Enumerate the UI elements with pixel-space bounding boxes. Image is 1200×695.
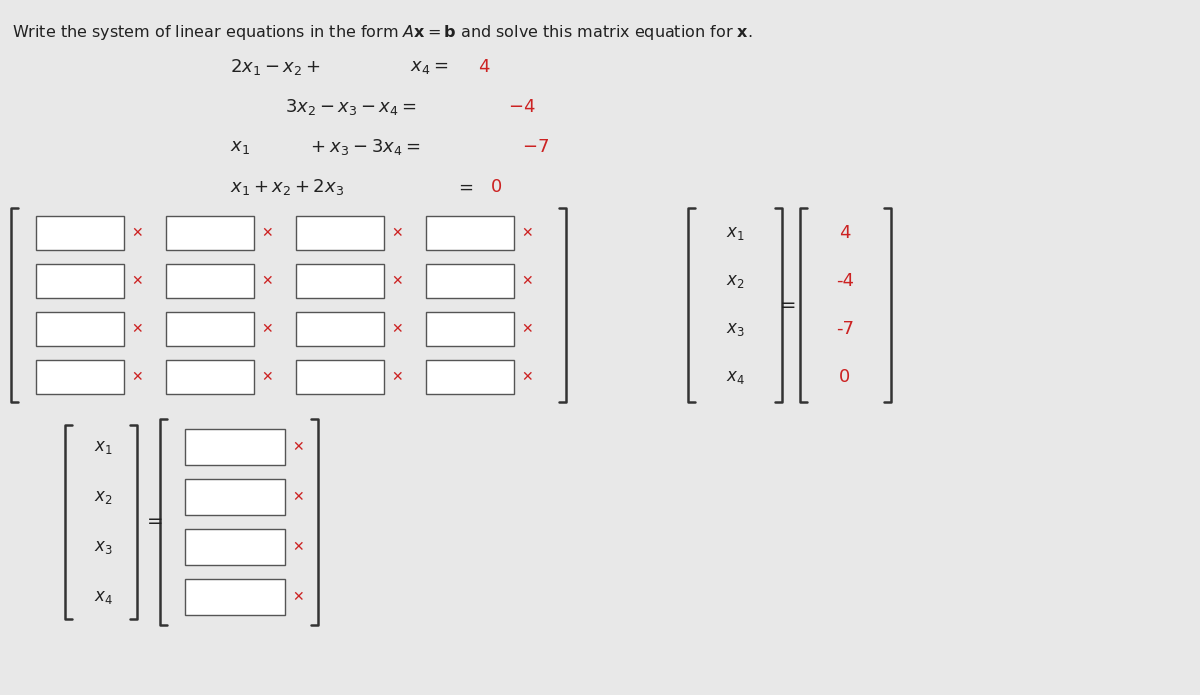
- Text: $x_3$: $x_3$: [726, 320, 744, 338]
- Text: $4$: $4$: [478, 58, 491, 76]
- FancyBboxPatch shape: [36, 312, 124, 346]
- Text: ✕: ✕: [262, 274, 272, 288]
- Text: $x_4 = $: $x_4 = $: [410, 58, 449, 76]
- Text: ✕: ✕: [391, 226, 403, 240]
- Text: $x_2$: $x_2$: [94, 488, 113, 506]
- Text: $x_2$: $x_2$: [726, 272, 744, 290]
- FancyBboxPatch shape: [36, 264, 124, 298]
- Text: ✕: ✕: [131, 322, 143, 336]
- Text: ✕: ✕: [292, 540, 304, 554]
- FancyBboxPatch shape: [296, 360, 384, 394]
- Text: -4: -4: [836, 272, 854, 290]
- Text: ✕: ✕: [262, 370, 272, 384]
- FancyBboxPatch shape: [426, 216, 514, 250]
- Text: ✕: ✕: [391, 274, 403, 288]
- Text: $x_1$: $x_1$: [726, 224, 744, 242]
- Text: $3x_2 - x_3 - x_4 = $: $3x_2 - x_3 - x_4 = $: [286, 97, 416, 117]
- Text: ✕: ✕: [131, 274, 143, 288]
- Text: ✕: ✕: [521, 322, 533, 336]
- Text: $x_4$: $x_4$: [94, 588, 113, 606]
- Text: $-4$: $-4$: [508, 98, 535, 116]
- Text: $= $: $= $: [455, 178, 474, 196]
- FancyBboxPatch shape: [166, 264, 254, 298]
- FancyBboxPatch shape: [185, 529, 286, 565]
- Text: -7: -7: [836, 320, 854, 338]
- Text: ✕: ✕: [262, 226, 272, 240]
- FancyBboxPatch shape: [296, 264, 384, 298]
- Text: 0: 0: [839, 368, 851, 386]
- FancyBboxPatch shape: [166, 216, 254, 250]
- Text: ✕: ✕: [292, 590, 304, 604]
- Text: $+ \; x_3 - 3x_4 = $: $+ \; x_3 - 3x_4 = $: [310, 137, 420, 157]
- Text: $x_1$: $x_1$: [230, 138, 250, 156]
- Text: $0$: $0$: [490, 178, 502, 196]
- FancyBboxPatch shape: [185, 429, 286, 465]
- Text: ✕: ✕: [131, 226, 143, 240]
- FancyBboxPatch shape: [166, 360, 254, 394]
- Text: ✕: ✕: [521, 226, 533, 240]
- FancyBboxPatch shape: [166, 312, 254, 346]
- Text: 4: 4: [839, 224, 851, 242]
- FancyBboxPatch shape: [185, 579, 286, 615]
- FancyBboxPatch shape: [36, 360, 124, 394]
- FancyBboxPatch shape: [426, 360, 514, 394]
- FancyBboxPatch shape: [426, 264, 514, 298]
- FancyBboxPatch shape: [36, 216, 124, 250]
- Text: Write the system of linear equations in the form $A\mathbf{x} = \mathbf{b}$ and : Write the system of linear equations in …: [12, 23, 752, 42]
- Text: ✕: ✕: [391, 370, 403, 384]
- Text: ✕: ✕: [292, 440, 304, 454]
- Text: ✕: ✕: [292, 490, 304, 504]
- Text: ✕: ✕: [391, 322, 403, 336]
- Text: ✕: ✕: [521, 274, 533, 288]
- FancyBboxPatch shape: [426, 312, 514, 346]
- Text: $-7$: $-7$: [522, 138, 550, 156]
- Text: $x_3$: $x_3$: [94, 538, 113, 556]
- Text: =: =: [780, 295, 797, 315]
- Text: ✕: ✕: [262, 322, 272, 336]
- Text: ✕: ✕: [131, 370, 143, 384]
- Text: $x_1 + x_2 + 2x_3$: $x_1 + x_2 + 2x_3$: [230, 177, 344, 197]
- FancyBboxPatch shape: [185, 479, 286, 515]
- Text: $x_4$: $x_4$: [726, 368, 744, 386]
- Text: $2x_1 - x_2 +$: $2x_1 - x_2 +$: [230, 57, 320, 77]
- FancyBboxPatch shape: [296, 312, 384, 346]
- Text: ✕: ✕: [521, 370, 533, 384]
- FancyBboxPatch shape: [296, 216, 384, 250]
- Text: =: =: [146, 512, 163, 532]
- Text: $x_1$: $x_1$: [94, 438, 113, 456]
